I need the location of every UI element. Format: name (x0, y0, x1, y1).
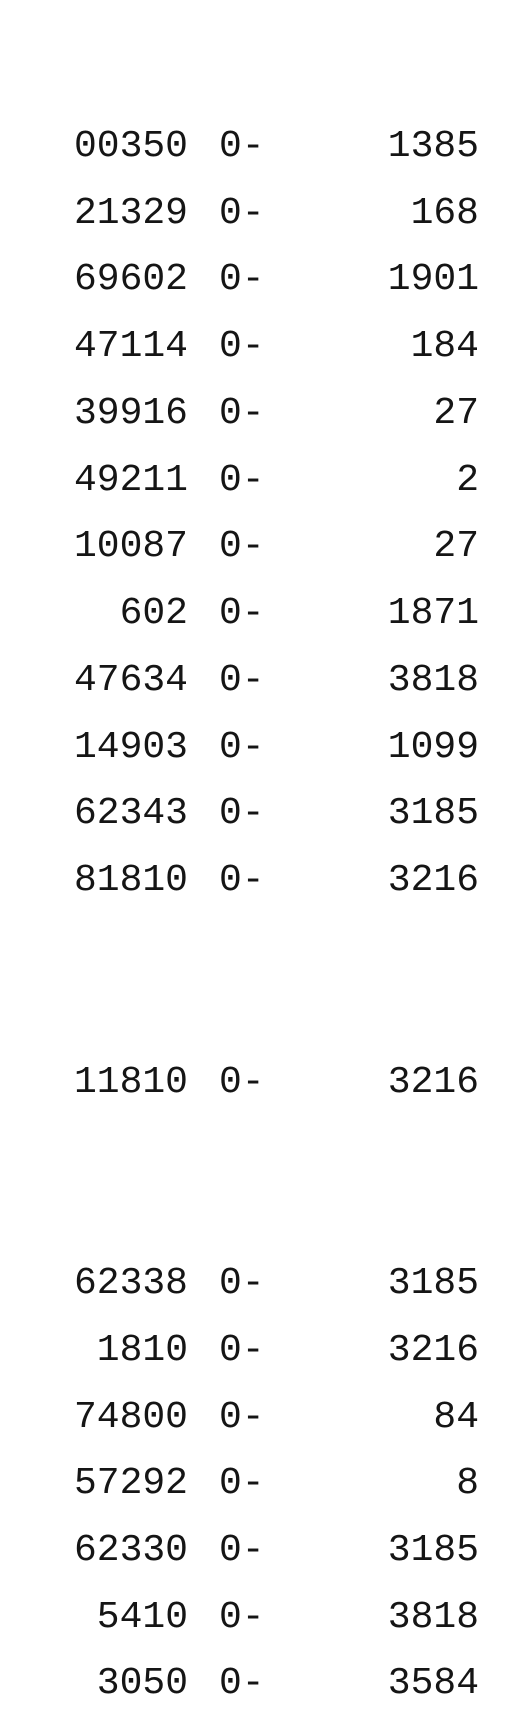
row-value: 27 (433, 392, 479, 435)
table-row: 47634 0- 3818 (0, 657, 522, 705)
row-code: 0- (219, 592, 265, 635)
row-value: 1871 (387, 592, 479, 635)
row-id: 5410 (96, 1596, 188, 1639)
row-value: 3185 (387, 1529, 479, 1572)
table-row: 14903 0- 1099 (0, 724, 522, 772)
row-code: 0- (219, 1596, 265, 1639)
row-id: 47634 (73, 659, 188, 702)
table-row: 5410 0- 3818 (0, 1594, 522, 1642)
table-row: 74800 0- 84 (0, 1394, 522, 1442)
row-code: 0- (219, 325, 265, 368)
table-row: 1810 0- 3216 (0, 1327, 522, 1375)
row-id: 49211 (73, 459, 188, 502)
row-code: 0- (219, 792, 265, 835)
row-code: 0- (219, 1329, 265, 1372)
table-row: 62338 0- 3185 (0, 1260, 522, 1308)
row-value: 3818 (387, 1596, 479, 1639)
row-id: 69602 (73, 258, 188, 301)
row-value: 1901 (387, 258, 479, 301)
row-value: 3584 (387, 1662, 479, 1705)
row-id: 57292 (73, 1462, 188, 1505)
table-row: 00350 0- 1385 (0, 123, 522, 171)
row-code: 0- (219, 459, 265, 502)
row-code: 0- (219, 859, 265, 902)
row-id: 602 (119, 592, 188, 635)
row-code: 0- (219, 659, 265, 702)
row-value: 8 (456, 1462, 479, 1505)
row-code: 0- (219, 525, 265, 568)
row-id: 62330 (73, 1529, 188, 1572)
row-id: 21329 (73, 192, 188, 235)
row-id: 1810 (96, 1329, 188, 1372)
row-value: 84 (433, 1396, 479, 1439)
row-value: 3216 (387, 1061, 479, 1104)
table-row: 10087 0- 27 (0, 523, 522, 571)
row-id: 14903 (73, 726, 188, 769)
table-row: 49211 0- 2 (0, 457, 522, 505)
row-id: 62343 (73, 792, 188, 835)
row-id: 00350 (73, 125, 188, 168)
table-row: 39916 0- 27 (0, 390, 522, 438)
row-value: 3185 (387, 792, 479, 835)
row-code: 0- (219, 258, 265, 301)
row-value: 1385 (387, 125, 479, 168)
row-code: 0- (219, 1061, 265, 1104)
row-code: 0- (219, 1396, 265, 1439)
table-row: 62330 0- 3185 (0, 1527, 522, 1575)
row-value: 3216 (387, 1329, 479, 1372)
row-value: 3185 (387, 1262, 479, 1305)
row-id: 11810 (73, 1061, 188, 1104)
row-code: 0- (219, 1262, 265, 1305)
row-value: 2 (456, 459, 479, 502)
row-id: 39916 (73, 392, 188, 435)
table-row: 21329 0- 168 (0, 190, 522, 238)
table-row: 602 0- 1871 (0, 590, 522, 638)
table-row: 47114 0- 184 (0, 323, 522, 371)
row-code: 0- (219, 192, 265, 235)
table-row: 69602 0- 1901 (0, 256, 522, 304)
row-value: 184 (410, 325, 479, 368)
row-id: 74800 (73, 1396, 188, 1439)
row-value: 168 (410, 192, 479, 235)
table-row: 57292 0- 8 (0, 1460, 522, 1508)
row-code: 0- (219, 726, 265, 769)
row-id: 81810 (73, 859, 188, 902)
row-code: 0- (219, 125, 265, 168)
row-id: 47114 (73, 325, 188, 368)
table-row: 11810 0- 3216 (0, 1059, 522, 1107)
row-code: 0- (219, 1462, 265, 1505)
table-row: 81810 0- 3216 (0, 857, 522, 905)
row-value: 3216 (387, 859, 479, 902)
row-value: 3818 (387, 659, 479, 702)
row-id: 3050 (96, 1662, 188, 1705)
row-value: 27 (433, 525, 479, 568)
row-id: 10087 (73, 525, 188, 568)
row-code: 0- (219, 1529, 265, 1572)
row-id: 62338 (73, 1262, 188, 1305)
table-row: 62343 0- 3185 (0, 790, 522, 838)
table-row: 3050 0- 3584 (0, 1660, 522, 1708)
row-value: 1099 (387, 726, 479, 769)
row-code: 0- (219, 392, 265, 435)
row-code: 0- (219, 1662, 265, 1705)
